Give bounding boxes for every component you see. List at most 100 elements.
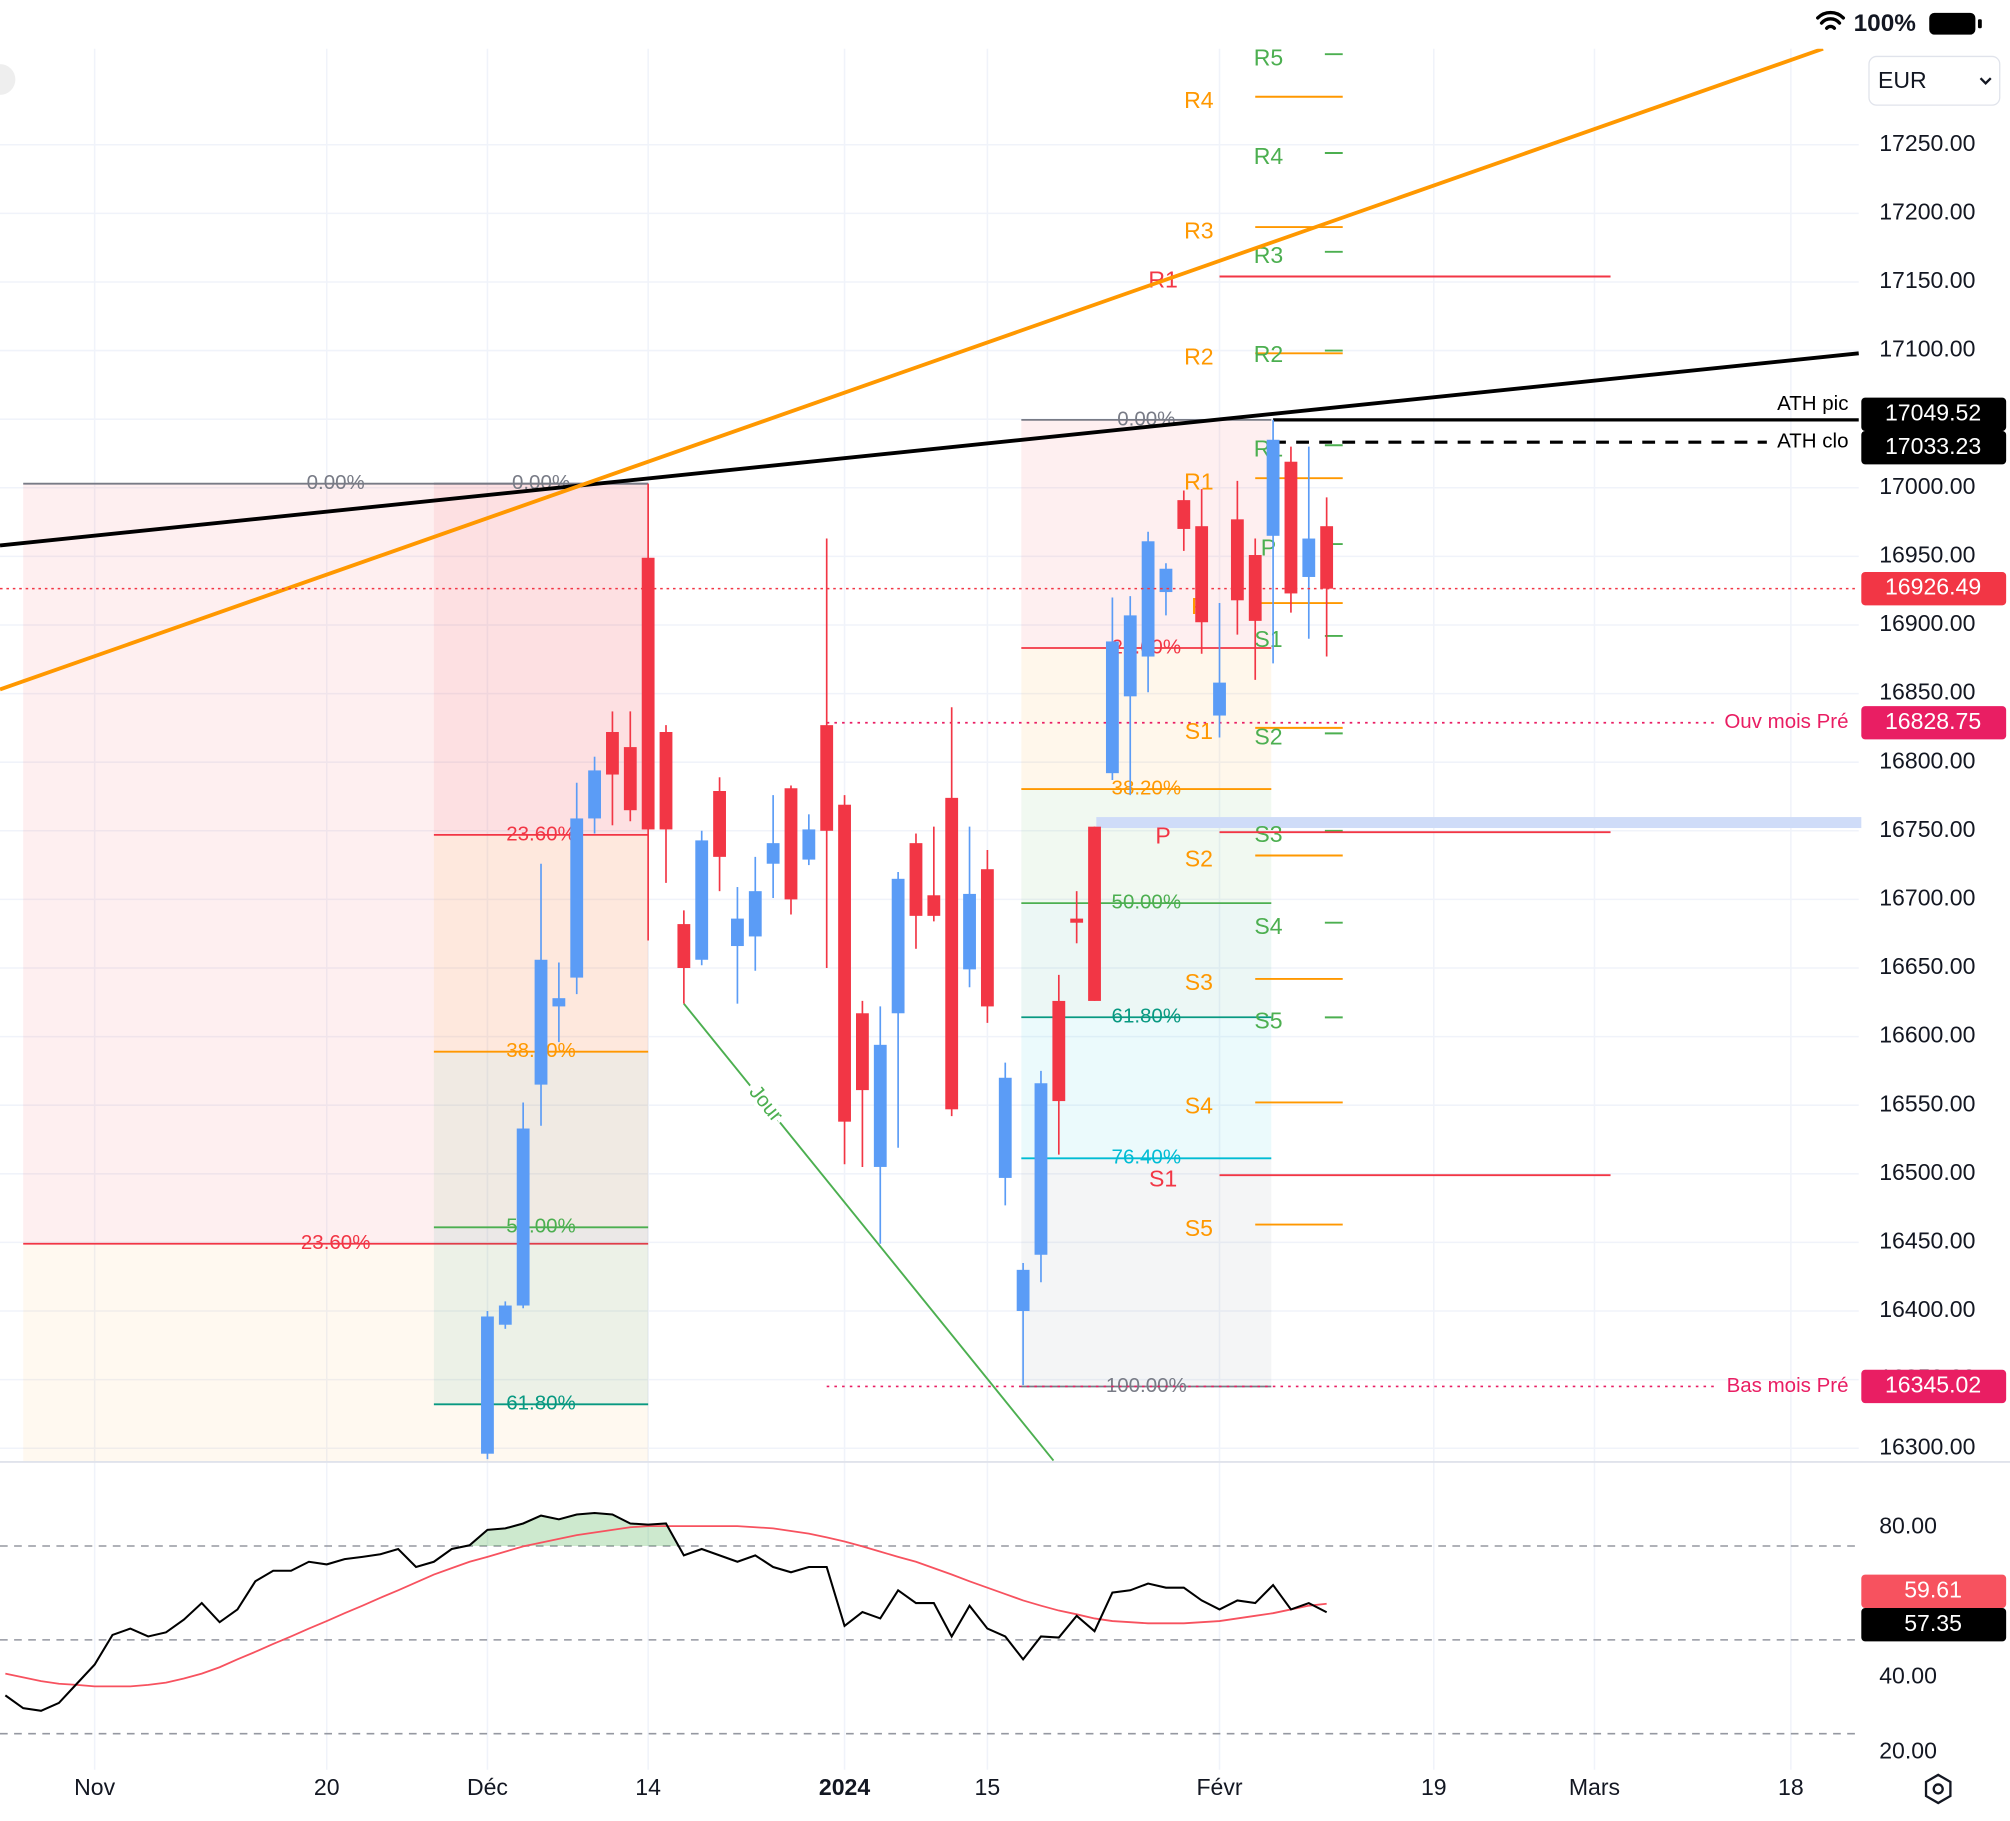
fib-zone xyxy=(1021,648,1272,790)
fib-zone xyxy=(433,483,649,835)
candle-body xyxy=(677,924,691,968)
candle-body xyxy=(802,829,816,860)
candle-body xyxy=(1016,1269,1030,1312)
candle-body xyxy=(1141,541,1155,657)
candle-body xyxy=(891,878,905,1014)
candle-body xyxy=(820,725,834,831)
candle-body xyxy=(641,557,655,830)
price-tag-label: 16926.49 xyxy=(1885,574,1981,600)
x-tick-label: 15 xyxy=(975,1774,1001,1800)
pivot-label: R4 xyxy=(1254,143,1284,169)
fib-zone xyxy=(433,1227,649,1405)
pivot-label: S5 xyxy=(1185,1215,1213,1241)
price-line-label: Ouv mois Pré xyxy=(1724,710,1848,733)
settings-icon[interactable] xyxy=(1924,1773,1952,1805)
price-tag-label: 16828.75 xyxy=(1885,708,1981,734)
y-tick-label: 20.00 xyxy=(1879,1738,1937,1764)
candle-body xyxy=(606,732,619,775)
candle-body xyxy=(1302,538,1316,577)
fib-label: 61.80% xyxy=(1112,1005,1182,1028)
pivot-label: S4 xyxy=(1185,1093,1213,1119)
rsi-line xyxy=(5,1525,1327,1688)
fib-label: 0.00% xyxy=(307,471,365,494)
rsi-plot xyxy=(0,1511,1859,1735)
settings-hex[interactable] xyxy=(1924,1773,1952,1805)
battery-level: 100% xyxy=(1854,10,1917,37)
candle-body xyxy=(623,747,637,811)
x-tick-label: Nov xyxy=(74,1774,115,1800)
currency-label[interactable]: EUR xyxy=(1878,67,1927,93)
price-tag xyxy=(1861,571,2007,606)
pivot-label: S5 xyxy=(1254,1008,1282,1034)
fib-label: 61.80% xyxy=(506,1392,576,1415)
price-tag-label: 17049.52 xyxy=(1885,399,1981,425)
main-plot: 0.00%23.60%0.00%23.60%38.20%50.00%61.80%… xyxy=(0,44,1862,1462)
y-tick-label: 16800.00 xyxy=(1879,747,1975,773)
pivot-label: R2 xyxy=(1184,344,1213,370)
price-tag xyxy=(1861,431,2007,465)
candle-body xyxy=(748,891,762,937)
battery-icon xyxy=(1929,12,1976,35)
y-tick-label: 17100.00 xyxy=(1879,336,1975,362)
status-bar: 100% xyxy=(1816,10,1982,37)
side-handle[interactable] xyxy=(0,64,16,95)
candle-body xyxy=(927,895,941,916)
price-tag-label: 17033.23 xyxy=(1885,433,1981,459)
y-tick-label: 16600.00 xyxy=(1879,1022,1975,1048)
fib-label: 100.00% xyxy=(1106,1374,1187,1397)
x-tick-label: Mars xyxy=(1569,1774,1620,1800)
candle-body xyxy=(980,869,994,1007)
candle-body xyxy=(766,843,780,864)
candle-body xyxy=(838,804,851,1122)
pivot-label: R3 xyxy=(1184,217,1213,243)
x-tick-label: 20 xyxy=(314,1774,340,1800)
y-tick-label: 16650.00 xyxy=(1879,953,1975,979)
y-tick-label: 17150.00 xyxy=(1879,267,1975,293)
currency-select[interactable]: EUR xyxy=(1868,55,2001,106)
candle-body xyxy=(695,840,709,960)
battery-tip xyxy=(1977,19,1982,29)
candle-body xyxy=(1213,682,1226,716)
candle-body xyxy=(1177,500,1191,529)
y-tick-label: 80.00 xyxy=(1879,1512,1937,1538)
y-tick-label: 17000.00 xyxy=(1879,473,1975,499)
candle-body xyxy=(570,818,584,978)
pivot-label: R5 xyxy=(1254,44,1283,70)
candle-body xyxy=(1195,526,1209,623)
y-tick-label: 16750.00 xyxy=(1879,816,1975,842)
x-tick-label: Févr xyxy=(1196,1774,1242,1800)
x-tick-label: 2024 xyxy=(819,1774,870,1800)
x-tick-label: 18 xyxy=(1778,1774,1804,1800)
candle-body xyxy=(1284,461,1298,594)
candle-body xyxy=(909,843,923,916)
candle-body xyxy=(516,1128,530,1306)
fib-zone xyxy=(23,1243,649,1462)
candle-body xyxy=(534,959,548,1085)
settings-dot[interactable] xyxy=(1932,1783,1944,1795)
trend-line xyxy=(0,351,1859,548)
y-tick-label: 16550.00 xyxy=(1879,1090,1975,1116)
price-tag xyxy=(1861,1369,2007,1404)
overbought-fill xyxy=(5,1512,1327,1547)
candle-body xyxy=(1052,1000,1066,1102)
price-tag xyxy=(1861,1574,2007,1609)
candle-body xyxy=(1159,568,1173,593)
pivot-label: S3 xyxy=(1185,969,1213,995)
candle-body xyxy=(731,918,744,947)
fib-label: 76.40% xyxy=(1112,1146,1182,1169)
currency-box[interactable] xyxy=(1868,55,2001,106)
pivot-label: S4 xyxy=(1254,913,1282,939)
pivot-label: R4 xyxy=(1184,87,1214,113)
fib-label: 50.00% xyxy=(506,1215,576,1238)
fib-label: 23.60% xyxy=(506,822,576,845)
fib-zone xyxy=(1021,903,1272,1018)
y-tick-label: 16500.00 xyxy=(1879,1159,1975,1185)
grid xyxy=(0,48,1859,1770)
candle-body xyxy=(998,1077,1012,1178)
y-tick-label: 16850.00 xyxy=(1879,679,1975,705)
pivot-label: S1 xyxy=(1149,1165,1177,1191)
fib-zone xyxy=(1021,1158,1272,1387)
axes: Nov20Déc14202415Févr19Mars1816300.001635… xyxy=(74,130,2007,1800)
